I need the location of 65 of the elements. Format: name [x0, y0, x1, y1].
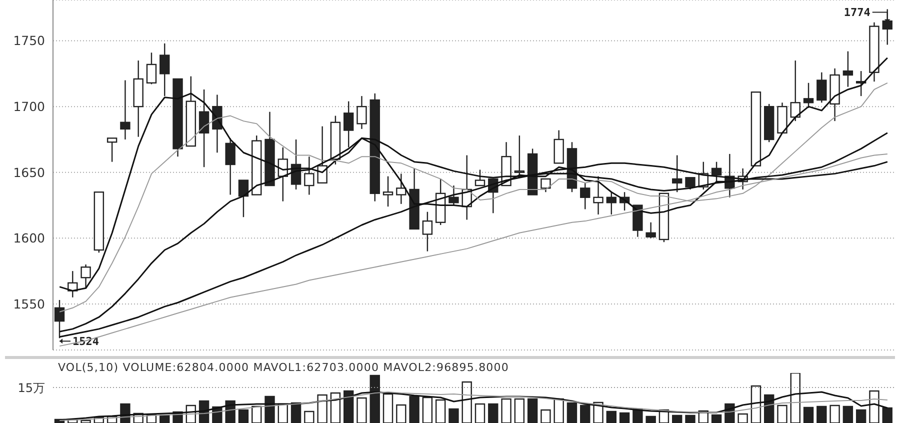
- y-tick-label: 1600: [13, 230, 46, 246]
- candlestick: [580, 182, 590, 210]
- candlestick: [343, 100, 354, 148]
- y-tick-label: 1650: [13, 164, 46, 180]
- candlestick: [422, 211, 433, 252]
- candlestick: [80, 264, 91, 289]
- candlestick: [606, 192, 617, 216]
- candlestick: [198, 88, 210, 168]
- candlestick: [790, 60, 800, 122]
- bar: [264, 396, 275, 423]
- candlestick: [685, 177, 696, 190]
- bar: [842, 406, 854, 423]
- bar: [290, 402, 302, 423]
- bar: [619, 412, 630, 423]
- bar: [606, 410, 617, 423]
- bar: [160, 414, 170, 423]
- candlestick: [396, 173, 406, 205]
- bar: [566, 402, 578, 423]
- bar: [409, 396, 420, 423]
- bar: [856, 409, 866, 423]
- y-tick-label: 1550: [13, 296, 46, 312]
- candlestick: [816, 72, 827, 104]
- bar: [238, 409, 249, 423]
- candlestick: [554, 130, 564, 164]
- candlestick: [54, 299, 65, 339]
- candlestick: [593, 176, 604, 216]
- bar: [816, 406, 827, 423]
- bar: [882, 407, 892, 423]
- bar: [527, 398, 538, 423]
- candlestick: [474, 169, 486, 186]
- candlestick: [842, 50, 854, 88]
- ref-line-label: 15万: [18, 380, 45, 395]
- bar: [370, 374, 380, 423]
- candlestick: [304, 156, 314, 196]
- candlestick: [225, 138, 236, 196]
- candlestick: [803, 82, 814, 108]
- annotation: 1774: [844, 6, 871, 20]
- bar: [711, 414, 722, 423]
- candlestick: [448, 184, 459, 206]
- candlestick: [238, 180, 249, 218]
- candlestick: [317, 126, 328, 184]
- chart-title: VOL(5,10) VOLUME:62804.0000 MAVOL1:62703.0000 MAVOL2:96895.8000: [58, 361, 509, 374]
- annotation: 1524: [72, 335, 100, 348]
- candlestick: [160, 42, 170, 97]
- candlestick: [882, 8, 892, 46]
- bar: [685, 414, 696, 423]
- y-tick-label: 1700: [13, 99, 46, 114]
- candlestick: [146, 52, 157, 85]
- bar: [448, 408, 459, 423]
- bar: [672, 414, 682, 423]
- candlestick: [540, 178, 551, 193]
- candlestick: [672, 154, 682, 193]
- candlestick: [711, 161, 722, 184]
- candlestick: [382, 176, 394, 208]
- candlestick: [646, 222, 656, 239]
- bar: [646, 416, 656, 423]
- bar: [580, 404, 590, 423]
- candlestick: [514, 134, 525, 176]
- bar: [488, 403, 498, 423]
- bar: [803, 406, 814, 423]
- candlestick: [106, 138, 118, 162]
- candlestick: [356, 95, 367, 130]
- y-tick-label: 1750: [13, 33, 46, 48]
- candlestick: [120, 80, 130, 140]
- bar: [343, 390, 354, 423]
